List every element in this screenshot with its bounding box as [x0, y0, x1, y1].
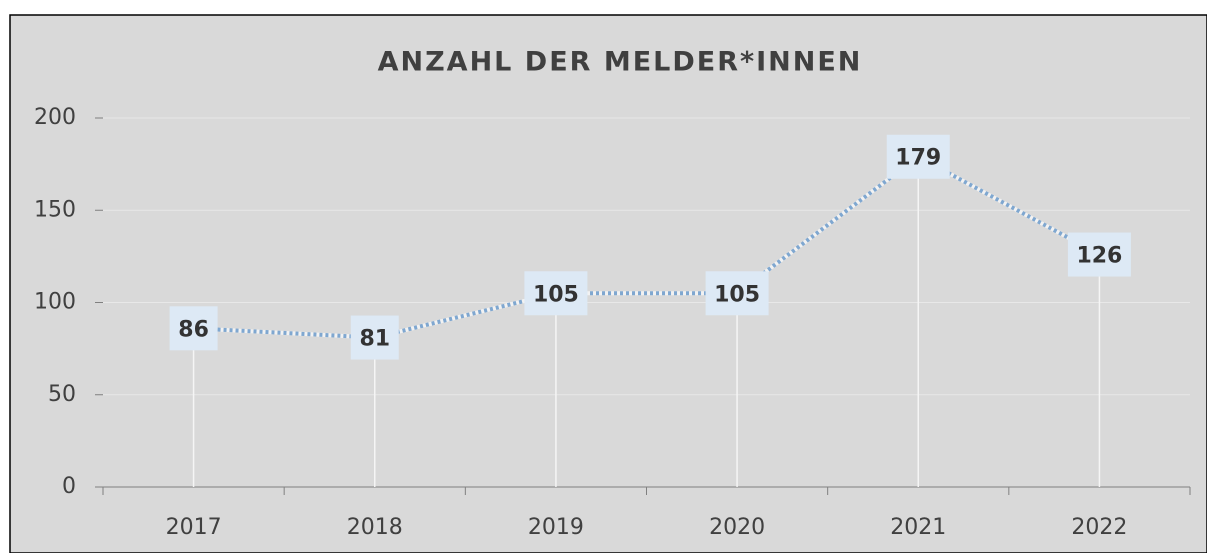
data-label: 86	[178, 317, 209, 342]
x-tick-label: 2019	[528, 515, 584, 540]
data-label: 81	[359, 327, 390, 352]
x-tick-label: 2020	[709, 515, 765, 540]
x-tick-label: 2021	[890, 515, 946, 540]
chart-title: ANZAHL DER MELDER*INNEN	[378, 47, 863, 78]
data-label-box	[1067, 232, 1131, 277]
data-label-box	[886, 134, 950, 179]
x-tick-label: 2017	[166, 515, 222, 540]
data-label-box	[705, 271, 769, 316]
data-label-box	[350, 315, 399, 360]
y-tick-label: 50	[48, 382, 76, 407]
data-label: 105	[533, 282, 579, 307]
chart-frame	[9, 14, 1207, 554]
data-label-box	[169, 306, 218, 351]
y-tick-label: 200	[34, 105, 76, 130]
y-tick-label: 150	[34, 197, 76, 222]
x-tick-label: 2022	[1071, 515, 1127, 540]
y-tick-label: 100	[34, 290, 76, 315]
data-label-box	[524, 271, 588, 316]
data-label: 105	[714, 282, 760, 307]
x-tick-label: 2018	[347, 515, 403, 540]
y-tick-label: 0	[62, 474, 76, 499]
data-label: 126	[1076, 244, 1122, 269]
data-label: 179	[895, 146, 941, 171]
